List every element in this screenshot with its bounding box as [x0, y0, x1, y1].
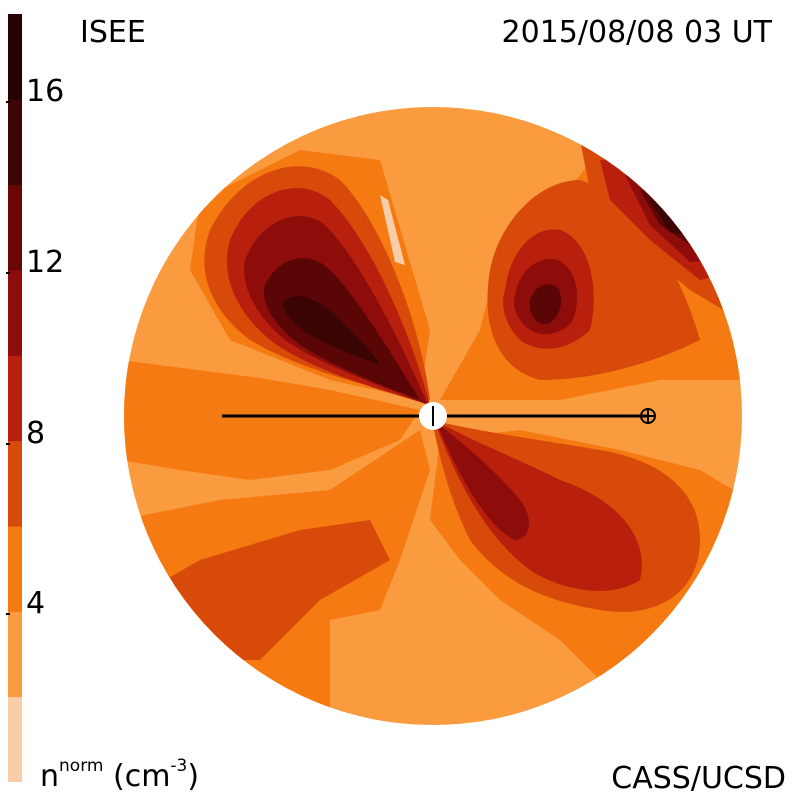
colorbar-tick-mark	[6, 442, 10, 445]
contour-region	[124, 360, 420, 480]
units-label: nnorm (cm-3)	[40, 756, 200, 794]
colorbar-tick-mark	[6, 101, 10, 104]
credit-label: CASS/UCSD	[611, 761, 786, 796]
contour-region	[434, 420, 642, 591]
earth-icon	[640, 408, 656, 424]
colorbar-tick-mark	[6, 272, 10, 274]
colorbar-tick-label: 8	[26, 415, 46, 451]
colorbar-segment	[8, 184, 22, 271]
colorbar-segment	[8, 355, 22, 442]
colorbar	[8, 14, 22, 782]
colorbar-segment	[8, 696, 22, 782]
colorbar-segment	[8, 14, 22, 100]
colorbar-segment	[8, 270, 22, 356]
colorbar-tick-label: 12	[26, 245, 65, 280]
observatory-label: ISEE	[80, 15, 146, 50]
contour-region	[283, 296, 380, 365]
contour-region	[436, 422, 530, 540]
contour-region	[529, 284, 562, 325]
colorbar-segment	[8, 440, 22, 527]
colorbar-tick-mark	[6, 613, 10, 616]
timestamp-label: 2015/08/08 03 UT	[501, 15, 772, 50]
colorbar-tick-label: 4	[26, 586, 46, 622]
colorbar-tick-label: 16	[26, 74, 65, 110]
contour-region	[380, 195, 405, 265]
colorbar-segment	[8, 99, 22, 186]
colorbar-segment	[8, 526, 22, 612]
colorbar-segment	[8, 611, 22, 698]
